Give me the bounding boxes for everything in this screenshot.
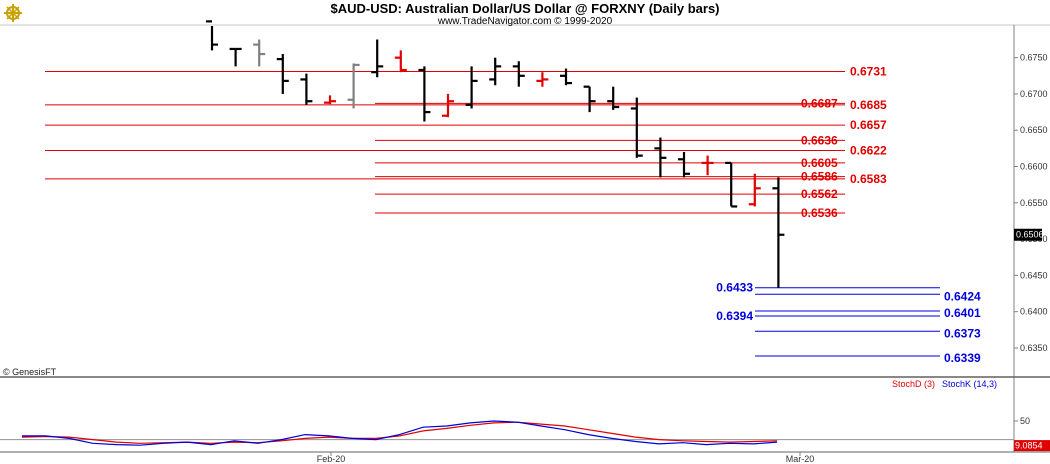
resistance-label: 0.6636 xyxy=(801,133,838,147)
stochastic-lines xyxy=(21,420,778,446)
ohlc-bar xyxy=(442,93,454,118)
ohlc-bar xyxy=(229,47,242,67)
indicator-last-box xyxy=(1014,440,1050,452)
price-tick-label: 0.6450 xyxy=(1020,270,1048,280)
ohlc-bar xyxy=(701,155,714,176)
price-tick-label: 0.6600 xyxy=(1020,162,1048,172)
price-tick-label: 0.6700 xyxy=(1020,89,1048,99)
resistance-label: 0.6687 xyxy=(801,96,838,110)
price-tick-label: 0.6750 xyxy=(1020,53,1048,63)
ship-wheel-logo-icon xyxy=(4,4,22,22)
support-label: 0.6394 xyxy=(716,309,753,323)
ohlc-bar xyxy=(678,152,690,178)
price-bars xyxy=(206,20,785,288)
indicator-axis: 50 9.0854 xyxy=(0,416,1050,452)
ohlc-bar xyxy=(725,161,738,208)
resistance-label: 0.6583 xyxy=(850,172,887,186)
ohlc-bar xyxy=(630,97,643,158)
price-tick-label: 0.6350 xyxy=(1020,343,1048,353)
stoch-d-legend: StochD (3) xyxy=(892,379,935,389)
ohlc-bar xyxy=(206,20,218,51)
date-axis: Feb-20 Mar-20 xyxy=(317,452,815,464)
last-price-tag: 0.6506 xyxy=(1014,228,1044,241)
price-tick-label: 0.6400 xyxy=(1020,307,1048,317)
ohlc-bar xyxy=(772,177,785,288)
chart-title: $AUD-USD: Australian Dollar/US Dollar @ … xyxy=(330,1,719,16)
price-axis: 0.67500.67000.66500.66000.65500.65000.64… xyxy=(1014,53,1048,353)
ohlc-bar xyxy=(253,39,266,67)
ohlc-bar xyxy=(654,137,667,178)
last-price-box xyxy=(1014,228,1042,241)
support-label: 0.6424 xyxy=(944,289,981,303)
ohlc-bar xyxy=(512,61,525,87)
ohlc-bar xyxy=(748,173,761,207)
ohlc-bar xyxy=(560,68,572,86)
resistance-label: 0.6536 xyxy=(801,206,838,220)
ohlc-bar xyxy=(489,57,502,86)
support-label: 0.6339 xyxy=(944,351,981,365)
ohlc-bar xyxy=(324,95,336,105)
stoch-d-line xyxy=(21,421,778,444)
ohlc-bar xyxy=(465,66,478,109)
resistance-label: 0.6586 xyxy=(801,170,838,184)
ohlc-bar xyxy=(276,54,289,94)
ohlc-bar xyxy=(536,72,549,87)
stoch-k-legend: StochK (14,3) xyxy=(942,379,997,389)
resistance-label: 0.6731 xyxy=(850,64,887,78)
ohlc-bar xyxy=(371,39,384,78)
ohlc-bar xyxy=(394,50,407,73)
support-label: 0.6433 xyxy=(716,281,753,295)
resistance-label: 0.6657 xyxy=(850,118,887,132)
ohlc-bar xyxy=(607,86,620,110)
ohlc-bar xyxy=(418,66,431,122)
resistance-label: 0.6605 xyxy=(801,156,838,170)
indicator-legend: StochD (3) StochK (14,3) xyxy=(892,379,997,389)
price-tick-label: 0.6650 xyxy=(1020,125,1048,135)
support-label: 0.6401 xyxy=(944,306,981,320)
ohlc-bar xyxy=(583,85,596,113)
indicator-tick-label: 50 xyxy=(1020,416,1030,426)
ohlc-bar xyxy=(300,73,313,105)
ohlc-bar xyxy=(347,63,360,109)
resistance-label: 0.6685 xyxy=(850,98,887,112)
price-tick-label: 0.6550 xyxy=(1020,198,1048,208)
resistance-label: 0.6622 xyxy=(850,144,887,158)
date-tick-label: Mar-20 xyxy=(786,454,815,464)
resistance-label: 0.6562 xyxy=(801,187,838,201)
stoch-k-line xyxy=(22,420,778,446)
support-label: 0.6373 xyxy=(944,326,981,340)
copyright-text: © GenesisFT xyxy=(3,367,57,377)
support-levels: 0.6433 0.6424 0.6401 0.6394 0.6373 0.6339 xyxy=(716,281,981,365)
indicator-last-value: 9.0854 xyxy=(1015,441,1043,451)
chart-subtitle: www.TradeNavigator.com © 1999-2020 xyxy=(437,16,613,27)
date-tick-label: Feb-20 xyxy=(317,454,346,464)
resistance-levels: 0.6731 0.6687 0.6685 0.6657 0.6636 0.6622 0.66… xyxy=(45,64,887,220)
last-price-value: 0.6506 xyxy=(1016,230,1044,240)
